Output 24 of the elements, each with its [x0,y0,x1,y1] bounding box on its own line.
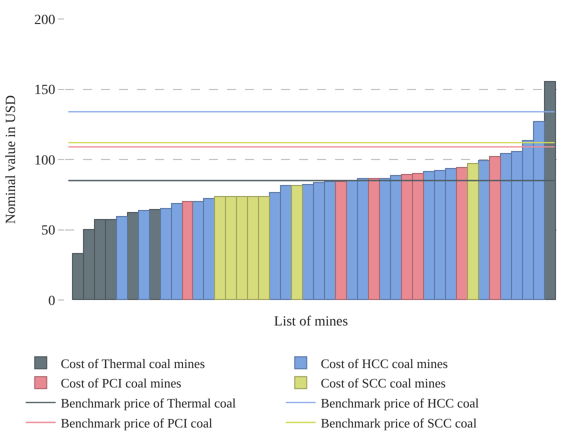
legend-label: Benchmark price of HCC coal [320,396,480,411]
y-tick-label: 50 [41,224,56,239]
legend-label: Benchmark price of PCI coal [60,415,213,430]
legend-label: Benchmark price of Thermal coal [60,396,236,411]
y-tick-label: 150 [34,83,56,98]
legend-label: Cost of Thermal coal mines [60,356,205,371]
y-tick-label: 200 [34,12,56,28]
bar [456,167,468,300]
bar [467,163,479,300]
bar [291,185,303,300]
y-tick-label: 100 [34,153,56,168]
legend-label: Cost of HCC coal mines [320,356,448,371]
bar [182,201,193,300]
legend-label: Benchmark price of SCC coal [320,415,478,430]
y-axis-title: Nominal value in USD [4,95,19,224]
y-tick-label: 0 [48,294,56,309]
bar [368,178,380,300]
legend-label: Cost of PCI coal mines [60,376,182,391]
bar [138,210,150,300]
bar [489,156,501,300]
x-axis-title: List of mines [274,314,348,330]
legend-label: Cost of SCC coal mines [320,376,446,391]
bar [335,181,347,300]
bar [116,216,128,300]
